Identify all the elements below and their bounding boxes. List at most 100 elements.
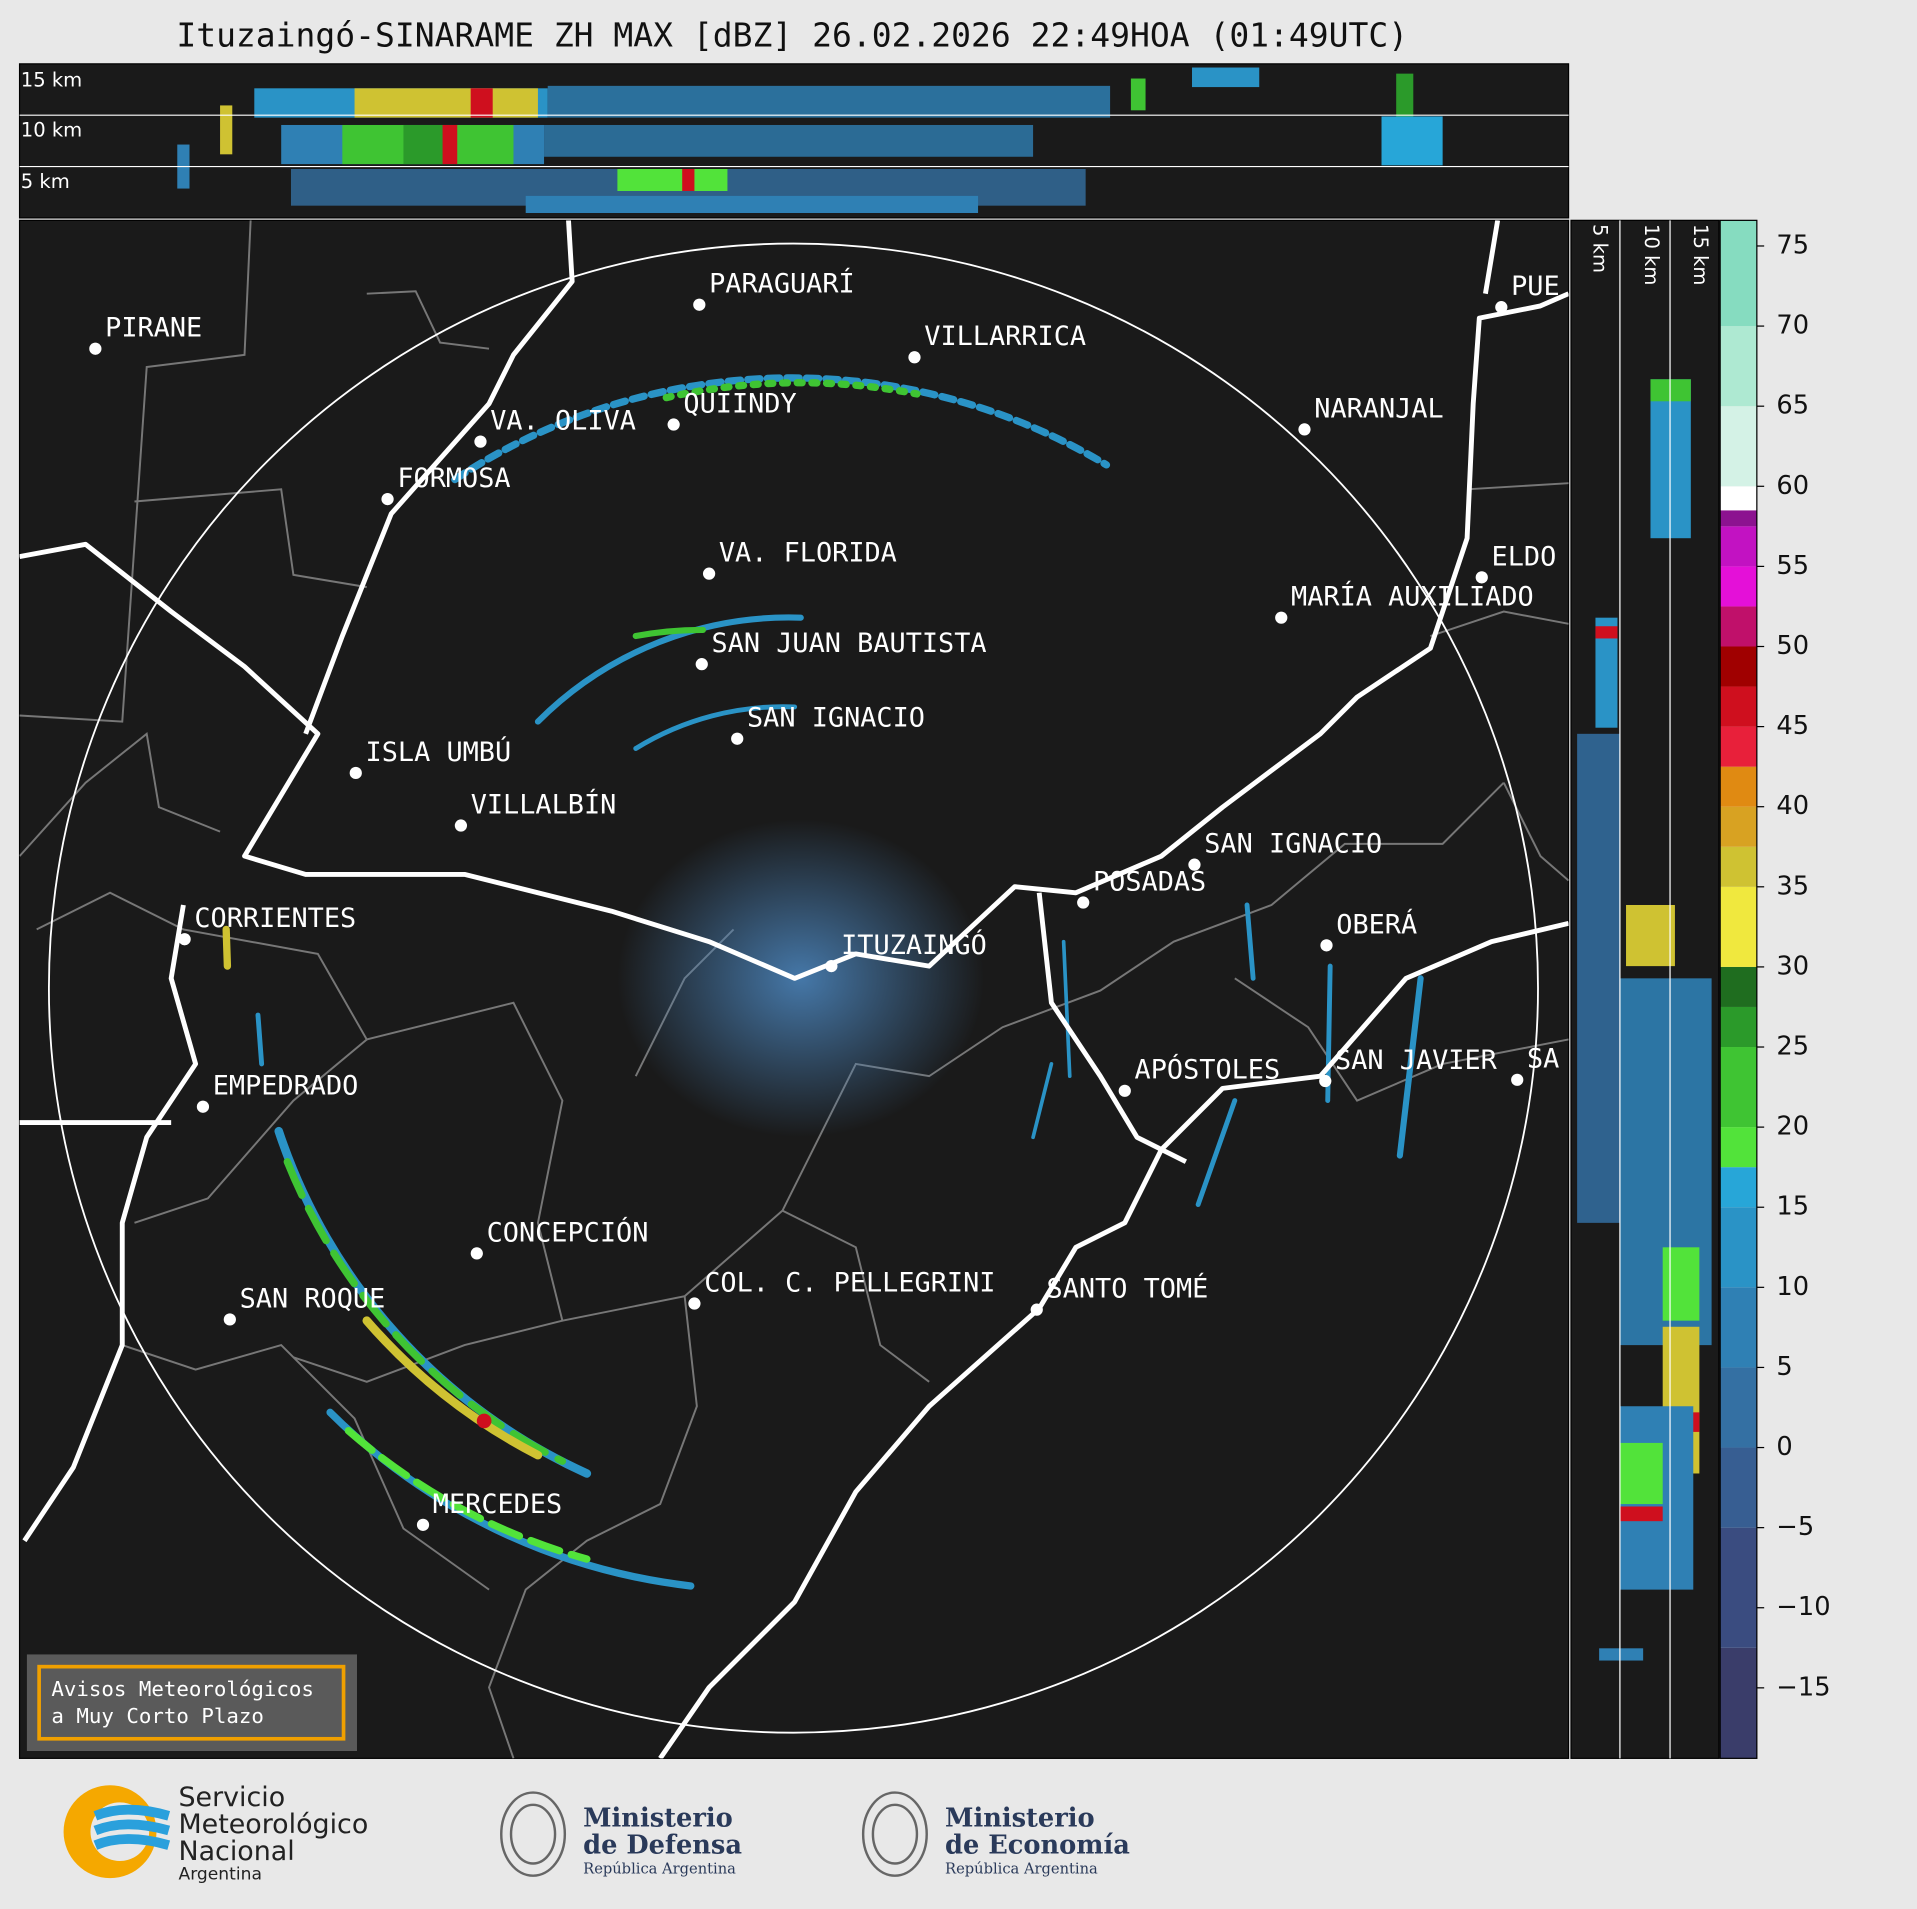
colorbar-tick-label: 45 [1776,711,1809,741]
warning-box [26,1654,357,1752]
city-label: SAN IGNACIO [747,703,925,734]
colorbar-segment [1720,1447,1757,1528]
right-echoes [1577,379,1712,1661]
city-label: SAN JUAN BAUTISTA [712,628,987,659]
logo-text: Servicio [178,1782,285,1813]
colorbar-segment [1720,766,1757,807]
colorbar-tick-label: 60 [1776,471,1809,501]
height-label: 10 km [21,119,82,142]
logo-text: de Defensa [583,1830,742,1860]
city-dot [1275,611,1288,624]
city-label: APÓSTOLES [1135,1054,1281,1086]
city-label: SAN JAVIER [1335,1045,1498,1076]
city-label: SA [1527,1044,1559,1075]
city-label: PUE [1511,271,1560,302]
city-dot [223,1313,236,1326]
height-label: 15 km [1689,224,1712,285]
colorbar-segment [1720,510,1757,527]
colorbar-segment [1720,646,1757,687]
city-label: ELDO [1492,541,1557,572]
colorbar-tick-label: 55 [1776,551,1809,581]
colorbar-segment [1720,326,1757,407]
city-label: SAN IGNACIO [1204,829,1382,860]
city-label: SANTO TOMÉ [1047,1273,1209,1305]
city-dot [416,1518,430,1531]
city-label: VILLARRICA [924,321,1086,352]
echo-core [476,1413,492,1429]
city-dot [381,492,394,506]
colorbar-segment [1720,1287,1757,1368]
title: Ituzaingó-SINARAME ZH MAX [dBZ] 26.02.20… [176,15,1408,54]
range-ring [47,242,1539,1734]
city-label: CORRIENTES [194,903,356,934]
colorbar-segment [1720,606,1757,647]
city-dot [908,351,921,364]
colorbar-segment [1720,1527,1757,1648]
colorbar-tick-label: −10 [1776,1592,1830,1622]
colorbar-segment [1720,1047,1757,1128]
echo-arcs [222,374,1424,1590]
city-dot [1030,1303,1043,1316]
colorbar-segment [1720,526,1757,567]
city-dot [1320,939,1333,952]
city-label: EMPEDRADO [213,1071,359,1102]
colorbar-tick-label: 20 [1776,1112,1809,1142]
colorbar-tick-label: −15 [1776,1672,1830,1702]
colorbar-segment [1720,846,1757,887]
colorbar-tick-label: 35 [1776,871,1809,901]
city-dot [825,960,838,973]
city-label: PARAGUARÍ [709,268,855,300]
city-dot [1319,1074,1332,1088]
city-dot [178,933,191,946]
height-label: 15 km [21,68,82,91]
colorbar-tick-label: 70 [1776,311,1809,341]
city-label: VA. FLORIDA [719,538,897,569]
city-label: ITUZAINGÓ [841,929,987,961]
height-label: 5 km [1589,224,1612,273]
city-dot [196,1100,210,1113]
rivers [19,220,1569,1759]
colorbar-segment [1720,726,1757,767]
city-dot [1475,571,1488,584]
city-label: ISLA UMBÚ [366,736,512,768]
top-echoes [177,67,1443,214]
city-dot [1298,423,1311,436]
logo-text: Ministerio [583,1803,733,1833]
warning-text: Avisos Meteorológicos [51,1677,314,1701]
city-dot [1118,1084,1131,1097]
colorbar-tick-label: 65 [1776,391,1809,421]
city-label: MERCEDES [433,1489,562,1520]
colorbar-tick-label: −5 [1776,1512,1814,1542]
city-label: SAN ROQUE [240,1283,386,1314]
city-dot [349,766,362,780]
logo-text: República Argentina [945,1861,1098,1878]
logo-text: Meteorológico [178,1809,368,1840]
city-label: VILLALBÍN [471,788,617,820]
colorbar-segment [1720,566,1757,607]
city-label: QUIINDY [683,388,796,419]
colorbar-segment [1720,966,1757,1007]
city-dot [474,435,487,448]
city-dot [702,567,716,580]
height-label: 10 km [1640,224,1663,285]
city-layer: PIRANE PARAGUARÍ VILLARRICA NARANJAL VA. OLI… [89,268,1560,1531]
colorbar-segment [1720,1167,1757,1208]
colorbar-tick-label: 5 [1776,1352,1792,1382]
city-label: VA. OLIVA [490,406,636,437]
logo-text: Nacional [178,1836,294,1867]
colorbar-tick-label: 50 [1776,631,1809,661]
colorbar-tick-label: 40 [1776,791,1809,821]
city-dot [688,1297,701,1310]
city-dot [1511,1073,1524,1086]
map-layers: PIRANE PARAGUARÍ VILLARRICA NARANJAL VA. OLI… [19,220,1569,1759]
colorbar-frame [1719,219,1758,1759]
city-dot [470,1247,483,1260]
city-label: PIRANE [105,313,202,344]
coat-of-arms [500,1791,928,1877]
city-dot [1495,301,1508,314]
city-dot [89,342,102,355]
colorbar-segment [1720,486,1757,511]
logo-text: Ministerio [945,1803,1095,1833]
